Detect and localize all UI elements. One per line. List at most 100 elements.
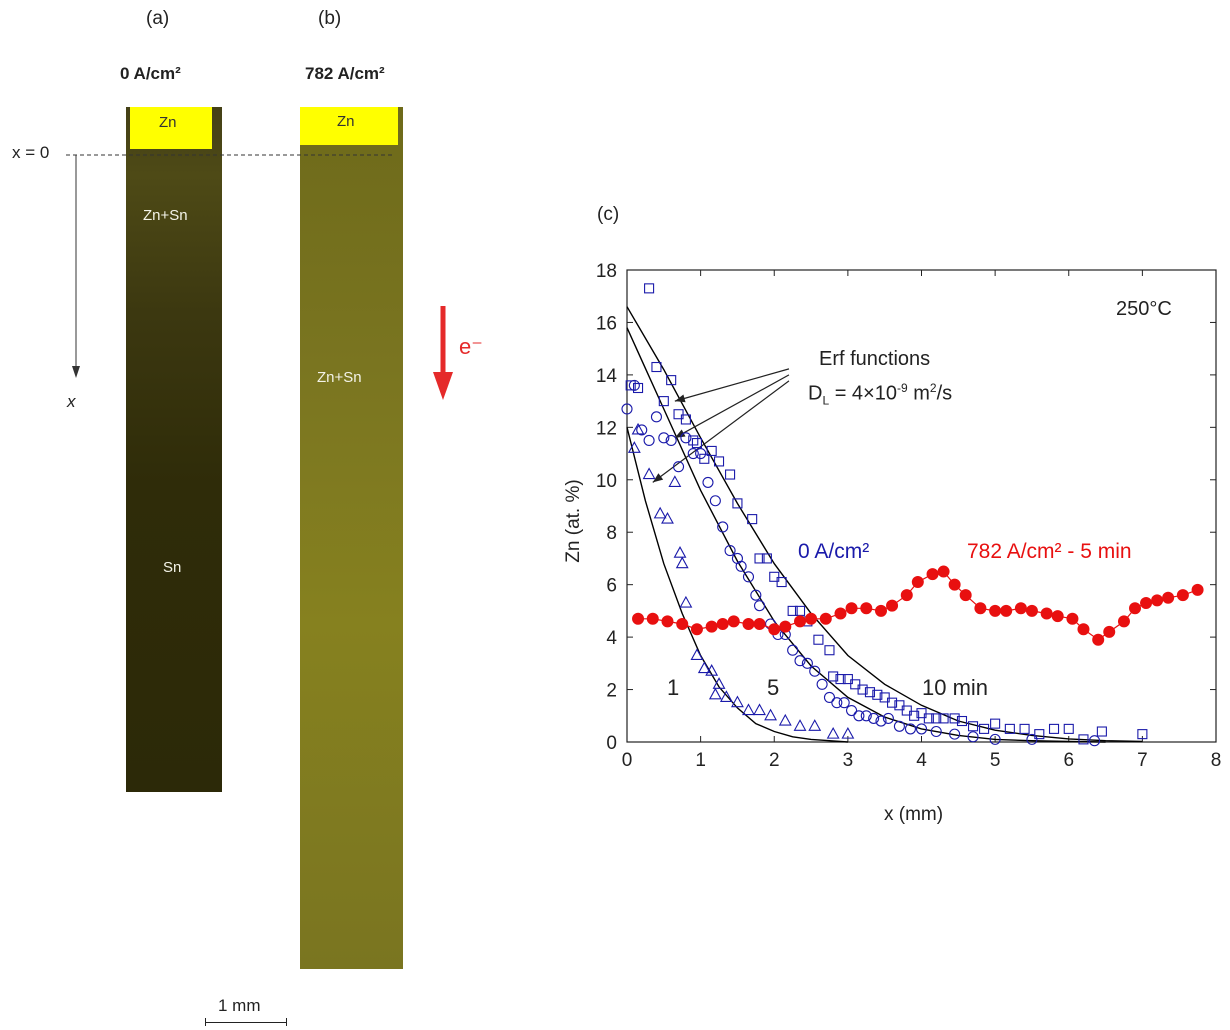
- square-data-point: [787, 605, 798, 616]
- circle-data-point: [875, 715, 887, 727]
- triangle-data-point: [708, 687, 722, 700]
- triangle-data-point: [690, 648, 704, 661]
- filled-circle-data-point: [819, 612, 832, 625]
- triangle-data-point: [653, 506, 667, 519]
- filled-circle-data-point: [690, 623, 703, 636]
- circle-data-point: [724, 545, 736, 557]
- high-current-label: 782 A/cm² - 5 min: [967, 540, 1132, 563]
- square-data-point: [886, 697, 898, 708]
- filled-circle-data-point: [1191, 583, 1204, 596]
- square-data-point: [699, 453, 710, 464]
- circle-data-point: [643, 434, 655, 446]
- circle-data-point: [717, 521, 729, 533]
- triangle-data-point: [793, 719, 807, 731]
- circle-data-point: [1088, 735, 1101, 747]
- time-10-label: 10 min: [922, 675, 989, 700]
- square-data-point: [967, 721, 979, 732]
- square-data-point: [1034, 729, 1045, 740]
- x-direction-label: x: [67, 392, 76, 411]
- filled-circle-data-point: [727, 615, 740, 628]
- diffusivity-symbol: D: [808, 382, 823, 405]
- filled-circle-data-point: [1092, 633, 1105, 646]
- x-tick-label: 3: [843, 750, 854, 771]
- filled-circle-data-point: [794, 615, 807, 628]
- circle-data-point: [621, 403, 633, 415]
- fit-annotation-arrow: [674, 368, 790, 402]
- circle-data-point: [672, 461, 685, 473]
- square-data-point: [1063, 723, 1074, 734]
- triangle-data-point: [753, 703, 766, 716]
- square-data-point: [872, 689, 883, 700]
- circle-data-point: [823, 691, 836, 703]
- filled-circle-data-point: [1140, 597, 1153, 610]
- square-data-point: [1004, 723, 1015, 734]
- filled-circle-data-point: [1077, 623, 1090, 636]
- circle-data-point: [702, 476, 714, 488]
- filled-circle-data-point: [974, 602, 987, 615]
- sample-b-zn-layer: [300, 107, 398, 145]
- filled-circle-data-point: [900, 589, 913, 602]
- erf-fit-curve: [626, 327, 1106, 743]
- square-data-point: [680, 414, 691, 425]
- circle-data-point: [915, 723, 928, 735]
- y-tick-label: 4: [606, 628, 617, 649]
- x-tick-label: 6: [1063, 750, 1074, 771]
- square-data-point: [909, 710, 920, 721]
- filled-circle-data-point: [860, 602, 873, 615]
- square-data-point: [931, 713, 942, 724]
- panel-b-current: 782 A/cm²: [305, 64, 385, 83]
- zero-current-label: 0 A/cm²: [798, 540, 870, 563]
- fit-annotation-arrow: [652, 380, 790, 483]
- circle-data-point: [650, 411, 663, 423]
- circle-data-point: [628, 379, 640, 391]
- square-data-point: [824, 645, 835, 656]
- scale-bar: [205, 1018, 287, 1026]
- filled-circle-data-point: [845, 602, 858, 615]
- square-data-point: [688, 435, 699, 446]
- square-data-point: [879, 692, 890, 703]
- sample-a-sn-label: Sn: [163, 559, 182, 576]
- square-data-point: [725, 469, 736, 480]
- erf-fit-curve: [626, 427, 848, 743]
- triangle-data-point: [712, 677, 726, 689]
- x-tick-label: 5: [990, 750, 1001, 771]
- x-tick-label: 0: [622, 750, 633, 771]
- square-data-point: [828, 671, 839, 682]
- circle-data-point: [787, 644, 799, 656]
- y-tick-label: 18: [596, 261, 617, 282]
- triangle-data-point: [668, 475, 682, 487]
- filled-circle-data-point: [834, 607, 847, 620]
- fit-annotation-arrowhead: [652, 473, 664, 483]
- square-data-point: [632, 382, 644, 394]
- x-tick-label: 8: [1211, 750, 1222, 771]
- triangle-data-point: [627, 441, 641, 453]
- triangle-data-point: [661, 511, 674, 524]
- square-data-point: [754, 553, 765, 564]
- square-data-point: [894, 700, 905, 711]
- diffusivity-units: m: [907, 382, 930, 405]
- circle-data-point: [695, 448, 707, 460]
- filled-circle-data-point: [1176, 589, 1189, 602]
- filled-circle-data-point: [1025, 604, 1038, 617]
- filled-circle-data-point: [989, 604, 1002, 617]
- filled-circle-data-point: [1066, 612, 1079, 625]
- circle-data-point: [989, 733, 1001, 745]
- triangle-data-point: [642, 467, 656, 480]
- filled-circle-data-point: [886, 599, 899, 612]
- square-data-point: [1048, 723, 1060, 734]
- circle-data-point: [893, 720, 905, 732]
- fit-diffusivity-label: DL = 4×10-9 m2/s: [808, 381, 952, 408]
- square-data-point: [857, 684, 868, 695]
- circle-data-point: [665, 434, 677, 446]
- x-tick-label: 1: [695, 750, 706, 771]
- filled-circle-data-point: [1051, 610, 1064, 623]
- y-tick-label: 8: [606, 523, 617, 544]
- square-data-point: [666, 375, 677, 386]
- circle-data-point: [753, 600, 766, 612]
- x-axis-title: x (mm): [884, 804, 944, 825]
- y-tick-label: 2: [606, 681, 617, 702]
- circle-data-point: [1026, 733, 1038, 745]
- filled-circle-data-point: [926, 568, 939, 581]
- square-data-point: [1019, 723, 1030, 734]
- circle-data-point: [687, 448, 699, 460]
